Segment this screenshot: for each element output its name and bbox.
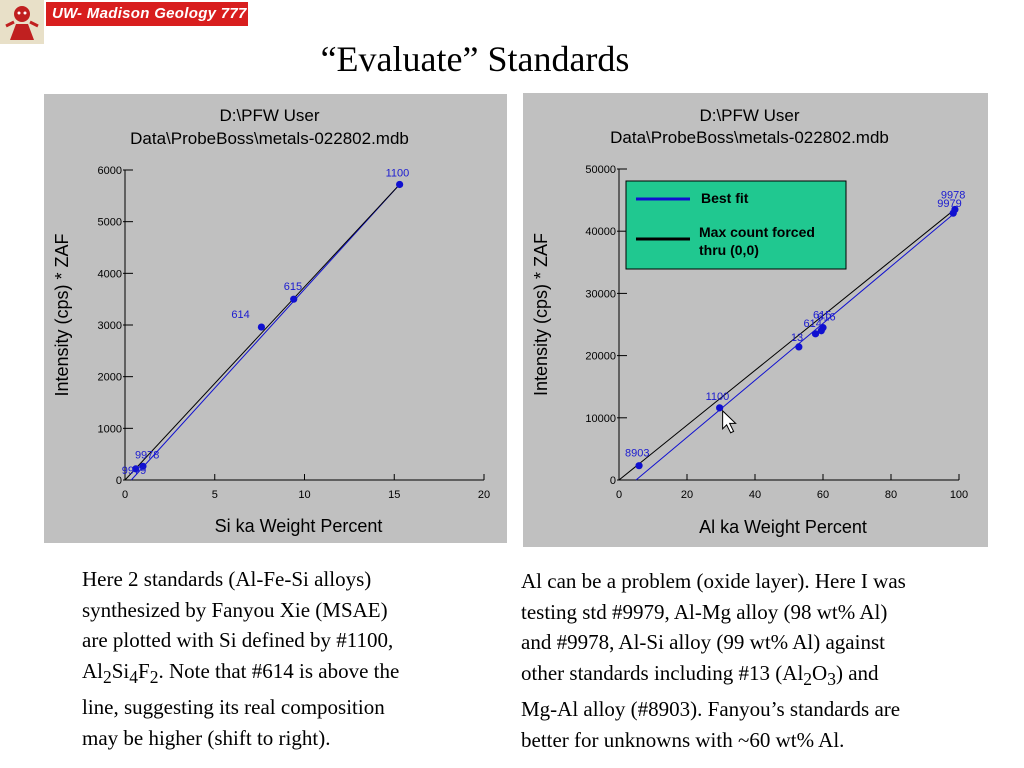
x-tick-label: 40 (749, 489, 761, 501)
al-calibration-chart: D:\PFW User Data\ProbeBoss\metals-022802.… (531, 106, 968, 537)
caption-line: and #9978, Al-Si alloy (99 wt% Al) again… (521, 630, 885, 654)
best-fit-line (130, 184, 401, 481)
x-tick-label: 80 (885, 489, 897, 501)
caption-line: Here 2 standards (Al-Fe-Si alloys) (82, 567, 372, 591)
data-point (290, 295, 298, 303)
data-point-label: 615 (284, 281, 302, 293)
caption-line: Mg-Al alloy (#8903). Fanyou’s standards … (521, 697, 901, 722)
data-point (817, 327, 825, 335)
data-point (949, 209, 957, 217)
best-fit-line (635, 213, 955, 481)
caption-left: Here 2 standards (Al-Fe-Si alloys) synthe… (82, 564, 482, 753)
chart-title-line-2: Data\ProbeBoss\metals-022802.mdb (130, 129, 409, 148)
x-tick-label: 60 (817, 489, 829, 501)
data-point (795, 343, 803, 351)
legend-forced-label-line-2: thru (0,0) (699, 242, 759, 258)
caption-line: synthesized by Fanyou Xie (MSAE) (82, 597, 388, 622)
mouse-cursor-icon (722, 409, 737, 434)
x-tick-label: 10 (298, 489, 310, 501)
chart-title-line-1: D:\PFW User (699, 106, 799, 125)
data-point (132, 465, 140, 473)
data-point-label: 1100 (706, 391, 730, 403)
data-point (635, 462, 643, 470)
si-calibration-chart: D:\PFW User Data\ProbeBoss\metals-022802.… (52, 106, 490, 536)
caption-line: other standards including #13 (Al2O3) an… (521, 660, 879, 689)
data-point-label: 1100 (386, 167, 410, 179)
y-tick-label: 5000 (98, 217, 122, 229)
forced-fit-line (124, 184, 401, 481)
x-tick-label: 15 (388, 489, 400, 501)
forced-fit-line (618, 209, 955, 481)
y-tick-label: 1000 (98, 423, 122, 435)
x-axis-label: Al ka Weight Percent (699, 517, 867, 537)
data-point (257, 323, 266, 331)
data-point-label: 13 (791, 332, 803, 344)
data-point-label: 614 (231, 309, 249, 321)
x-tick-label: 100 (950, 489, 968, 501)
data-point (396, 180, 404, 189)
legend-box (625, 180, 847, 270)
y-tick-label: 4000 (98, 268, 122, 280)
y-tick-label: 0 (116, 475, 122, 487)
caption-line: may be higher (shift to right). (82, 725, 331, 750)
y-axis-label: Intensity (cps) * ZAF (531, 233, 551, 396)
y-tick-label: 50000 (585, 164, 616, 176)
data-point-label: 9979 (122, 465, 146, 477)
y-tick-label: 6000 (98, 165, 122, 177)
y-tick-label: 30000 (585, 288, 616, 300)
y-tick-label: 20000 (585, 351, 616, 363)
x-tick-label: 20 (681, 489, 693, 501)
caption-line: better for unknowns with ~60 wt% Al. (521, 727, 845, 752)
chart-title-line-2: Data\ProbeBoss\metals-022802.mdb (610, 128, 889, 147)
data-point-label: 614 (804, 318, 822, 330)
caption-line: Al2Si4F2. Note that #614 is above the (82, 658, 400, 687)
data-point (811, 330, 820, 338)
data-point-label: 9979 (937, 198, 961, 210)
caption-line: are plotted with Si defined by #1100, (82, 628, 394, 652)
data-point-label: 9978 (135, 449, 159, 461)
caption-right: Al can be a problem (oxide layer). Here … (521, 566, 1001, 755)
chart-panel-si: D:\PFW User Data\ProbeBoss\metals-022802.… (44, 94, 507, 543)
x-axis-label: Si ka Weight Percent (215, 516, 383, 536)
x-tick-label: 20 (478, 489, 490, 501)
data-point (716, 404, 724, 412)
badger-logo-icon (0, 0, 44, 44)
legend-best-fit-label: Best fit (701, 190, 749, 206)
chart-title-line-1: D:\PFW User (219, 106, 319, 125)
y-tick-label: 40000 (585, 226, 616, 238)
course-logo: UW- Madison Geology 777 (0, 0, 250, 44)
caption-line: testing std #9979, Al-Mg alloy (98 wt% A… (521, 599, 888, 624)
x-tick-label: 0 (616, 489, 622, 501)
data-point-label: 616 (817, 312, 835, 324)
y-axis-label: Intensity (cps) * ZAF (52, 233, 72, 396)
caption-line: line, suggesting its real composition (82, 695, 385, 720)
course-banner: UW- Madison Geology 777 (46, 2, 248, 26)
x-tick-label: 5 (212, 489, 218, 501)
legend-forced-label-line-1: Max count forced (699, 224, 815, 240)
page-title: “Evaluate” Standards (320, 39, 630, 79)
y-tick-label: 2000 (98, 372, 122, 384)
data-point-label: 8903 (625, 448, 649, 460)
y-tick-label: 10000 (585, 413, 616, 425)
y-tick-label: 3000 (98, 320, 122, 332)
caption-line: Al can be a problem (oxide layer). Here … (521, 569, 906, 593)
data-point-label: 9978 (941, 189, 965, 201)
data-point-label: 615 (813, 310, 831, 322)
chart-panel-al: D:\PFW User Data\ProbeBoss\metals-022802.… (523, 93, 988, 547)
y-tick-label: 0 (610, 475, 616, 487)
data-point (139, 462, 147, 470)
x-tick-label: 0 (122, 489, 128, 501)
